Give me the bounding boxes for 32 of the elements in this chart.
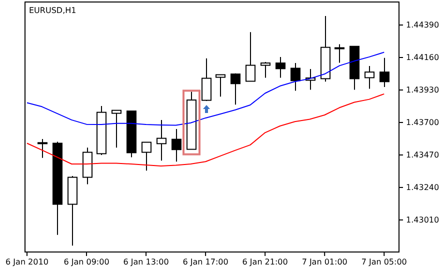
y-tick-label: 1.44160 <box>406 53 440 62</box>
y-tick-label: 1.43700 <box>406 118 440 128</box>
y-tick-label: 1.43240 <box>406 183 440 192</box>
candlestick <box>202 58 212 102</box>
candlestick <box>156 119 166 162</box>
x-tick-label: 7 Jan 01:00 <box>302 258 348 267</box>
x-tick-label: 7 Jan 05:00 <box>361 258 407 267</box>
x-tick-label: 6 Jan 21:00 <box>242 258 288 267</box>
candlestick <box>216 74 226 98</box>
candlestick <box>230 72 240 106</box>
y-tick-label: 1.43930 <box>406 86 440 95</box>
x-tick-label: 6 Jan 09:00 <box>64 258 110 267</box>
candlestick <box>276 56 286 78</box>
candlestick <box>172 128 182 162</box>
candlestick <box>364 65 374 90</box>
x-tick-label: 6 Jan 17:00 <box>182 258 228 267</box>
candlestick <box>380 57 390 88</box>
candlestick <box>260 62 270 78</box>
candlestick <box>38 138 48 158</box>
candlestick <box>290 62 300 92</box>
y-tick-label: 1.43470 <box>406 150 440 160</box>
candlestick <box>112 110 122 148</box>
x-tick-label: 6 Jan 13:00 <box>123 258 169 267</box>
text: EURUSD,H1 <box>29 6 76 15</box>
candlestick <box>246 32 256 82</box>
candlestick <box>334 44 344 64</box>
y-tick-label: 1.43010 <box>406 216 440 224</box>
line-series <box>26 52 385 126</box>
x-tick-label: 6 Jan 2010 <box>6 258 48 267</box>
candlestick <box>142 142 152 172</box>
y-tick-label: 1.44390 <box>406 20 440 30</box>
line-series <box>26 93 385 166</box>
